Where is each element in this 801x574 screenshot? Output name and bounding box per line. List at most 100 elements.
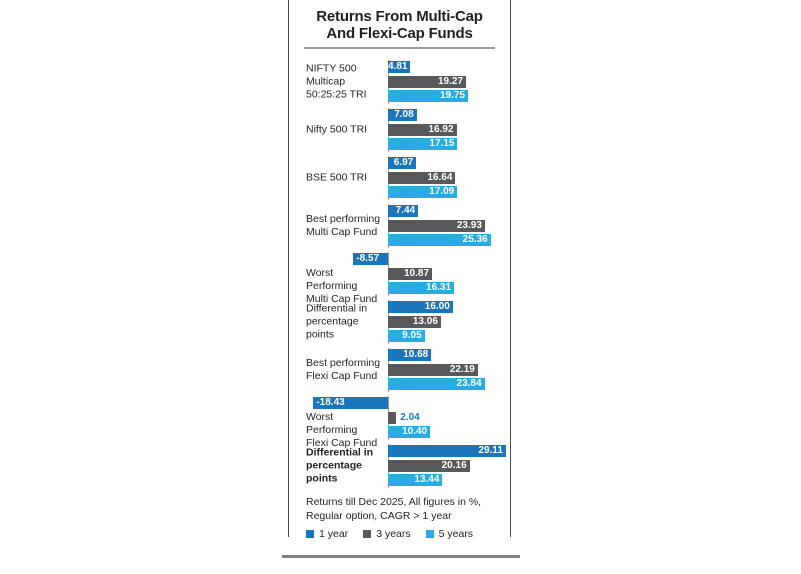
chart-card: Returns From Multi-Cap And Flexi-Cap Fun… (288, 0, 511, 540)
row-label-line: Worst Performing (306, 411, 358, 436)
bar-3-years: 16.92 (388, 123, 457, 136)
bar-5-years: 25.36 (388, 234, 491, 246)
bar-5-years: 23.84 (388, 378, 485, 390)
bar-3-years (388, 411, 397, 424)
bar-value-label: 17.15 (429, 138, 455, 149)
bar-value-label: 22.19 (449, 363, 475, 375)
bar-3-years: 22.19 (388, 363, 478, 376)
bar-5-years: 16.31 (388, 282, 455, 294)
bar-5-years: 19.75 (388, 90, 468, 102)
footnote-line-1: Returns till Dec 2025, All figures in %, (306, 496, 482, 508)
chart-row: Best performing Flexi Cap Fund 10.68 22.19 2… (289, 348, 510, 392)
row-label-line: points (306, 472, 338, 485)
bar-1-year: 16.00 (388, 301, 453, 313)
legend-label: 5 years (438, 528, 474, 540)
bar-1-year: 10.68 (388, 349, 432, 361)
legend-swatch-3-years (363, 530, 372, 538)
row-label-line: Differential in (306, 302, 368, 315)
row-label-line: points (306, 328, 335, 341)
bar-3-years: 13.06 (388, 315, 441, 328)
row-label-line: Multi Cap Fund (306, 226, 378, 238)
legend-item: 5 years (425, 528, 474, 540)
chart-footnote: Returns till Dec 2025, All figures in %,… (306, 496, 510, 523)
bar-value-label: 13.44 (414, 474, 440, 485)
bar-value-label: 16.64 (427, 171, 453, 183)
row-label-line: Best performing (306, 357, 381, 369)
row-label: Differential in percentage points (306, 447, 387, 486)
chart-title-line-2: And Flexi-Cap Funds (326, 24, 473, 42)
bar-5-years: 17.15 (388, 138, 458, 150)
bar-value-label: 16.92 (428, 123, 454, 135)
bar-value-label: 4.81 (388, 61, 408, 72)
row-label-line: percentage (306, 315, 359, 328)
bar-value-label: 10.40 (402, 426, 428, 437)
bar-value-label: 19.27 (438, 75, 464, 87)
bar-value-label: 17.09 (429, 186, 455, 197)
bar-value-label: 23.84 (456, 378, 482, 389)
row-label: Nifty 500 TRI (306, 124, 387, 137)
bar-3-years: 16.64 (388, 171, 456, 184)
bar-value-label: -8.57 (356, 253, 380, 264)
bar-value-label: 10.68 (403, 349, 429, 360)
legend-label: 1 year (319, 528, 349, 540)
bar-value-label: 29.11 (478, 445, 503, 456)
row-label: Worst Performing Flexi Cap Fund (306, 411, 387, 450)
bar-5-years: 10.40 (388, 426, 431, 438)
row-label-line: percentage (306, 459, 363, 472)
bar-value-label: 23.93 (456, 219, 482, 231)
row-label-line: Differential in (306, 446, 374, 459)
chart-row: Best performing Multi Cap Fund 7.44 23.93 25… (289, 204, 510, 248)
row-label-line: Nifty 500 TRI (306, 123, 368, 136)
row-label-line: Best performing (306, 213, 381, 225)
bar-value-label-outside: 2.04 (400, 411, 420, 423)
chart-row: Worst Performing Multi Cap Fund -8.57 10.87… (289, 252, 510, 305)
bar-1-year: -8.57 (353, 253, 388, 265)
row-label-line: Flexi Cap Fund (306, 437, 378, 449)
row-label-line: Multi Cap Fund (306, 293, 378, 305)
row-label-line: NIFTY 500 (306, 62, 357, 75)
bar-value-label: 13.06 (412, 315, 438, 327)
row-label: Differential in percentage points (306, 303, 387, 342)
row-label: Best performing Multi Cap Fund (306, 213, 387, 239)
row-label-line: 50:25:25 TRI (306, 88, 367, 101)
bar-1-year: 6.97 (388, 157, 417, 169)
legend-item: 1 year (306, 528, 348, 540)
bar-value-label: 9.05 (402, 330, 422, 341)
bar-1-year: 7.08 (388, 109, 417, 121)
bar-3-years: 20.16 (388, 459, 470, 472)
row-label-line: Flexi Cap Fund (306, 370, 378, 382)
bar-value-label: -18.43 (316, 397, 345, 408)
legend-item: 3 years (363, 528, 411, 540)
chart-row: BSE 500 TRI 6.97 16.64 17.09 (289, 156, 510, 200)
bar-1-year: 4.81 (388, 61, 411, 73)
row-label-line: Worst Performing (306, 267, 358, 292)
bar-value-label: 7.08 (394, 109, 414, 120)
bar-value-label: 16.31 (426, 282, 452, 293)
row-label: BSE 500 TRI (306, 172, 387, 185)
bar-value-label: 10.87 (403, 267, 430, 279)
chart-row: NIFTY 500 Multicap 50:25:25 TRI 4.81 19.27 19… (289, 60, 510, 104)
bottom-separator (282, 555, 520, 558)
bar-3-years: 10.87 (388, 267, 433, 280)
bar-1-year: -18.43 (313, 397, 388, 409)
row-label: NIFTY 500 Multicap 50:25:25 TRI (306, 63, 387, 102)
title-underline (304, 47, 495, 49)
chart-legend: 1 year 3 years 5 years (306, 528, 510, 540)
row-label: Best performing Flexi Cap Fund (306, 357, 387, 383)
bar-5-years: 17.09 (388, 186, 458, 198)
bar-5-years: 9.05 (388, 330, 425, 342)
chart-title: Returns From Multi-Cap And Flexi-Cap Fun… (289, 0, 510, 42)
bar-1-year: 29.11 (388, 445, 506, 457)
bar-5-years: 13.44 (388, 474, 443, 486)
footnote-line-2: Regular option, CAGR > 1 year (306, 509, 452, 522)
bar-3-years: 23.93 (388, 219, 485, 232)
chart-row: Differential in percentage points 29.11 20.1… (289, 444, 510, 488)
legend-label: 3 years (376, 528, 411, 540)
row-label: Worst Performing Multi Cap Fund (306, 267, 387, 306)
bar-1-year: 7.44 (388, 205, 419, 217)
chart-row: Nifty 500 TRI 7.08 16.92 17.15 (289, 108, 510, 152)
bar-value-label: 16.00 (424, 301, 450, 312)
legend-swatch-5-years (425, 530, 434, 538)
chart-row: Worst Performing Flexi Cap Fund -18.43 2.04… (289, 396, 510, 449)
